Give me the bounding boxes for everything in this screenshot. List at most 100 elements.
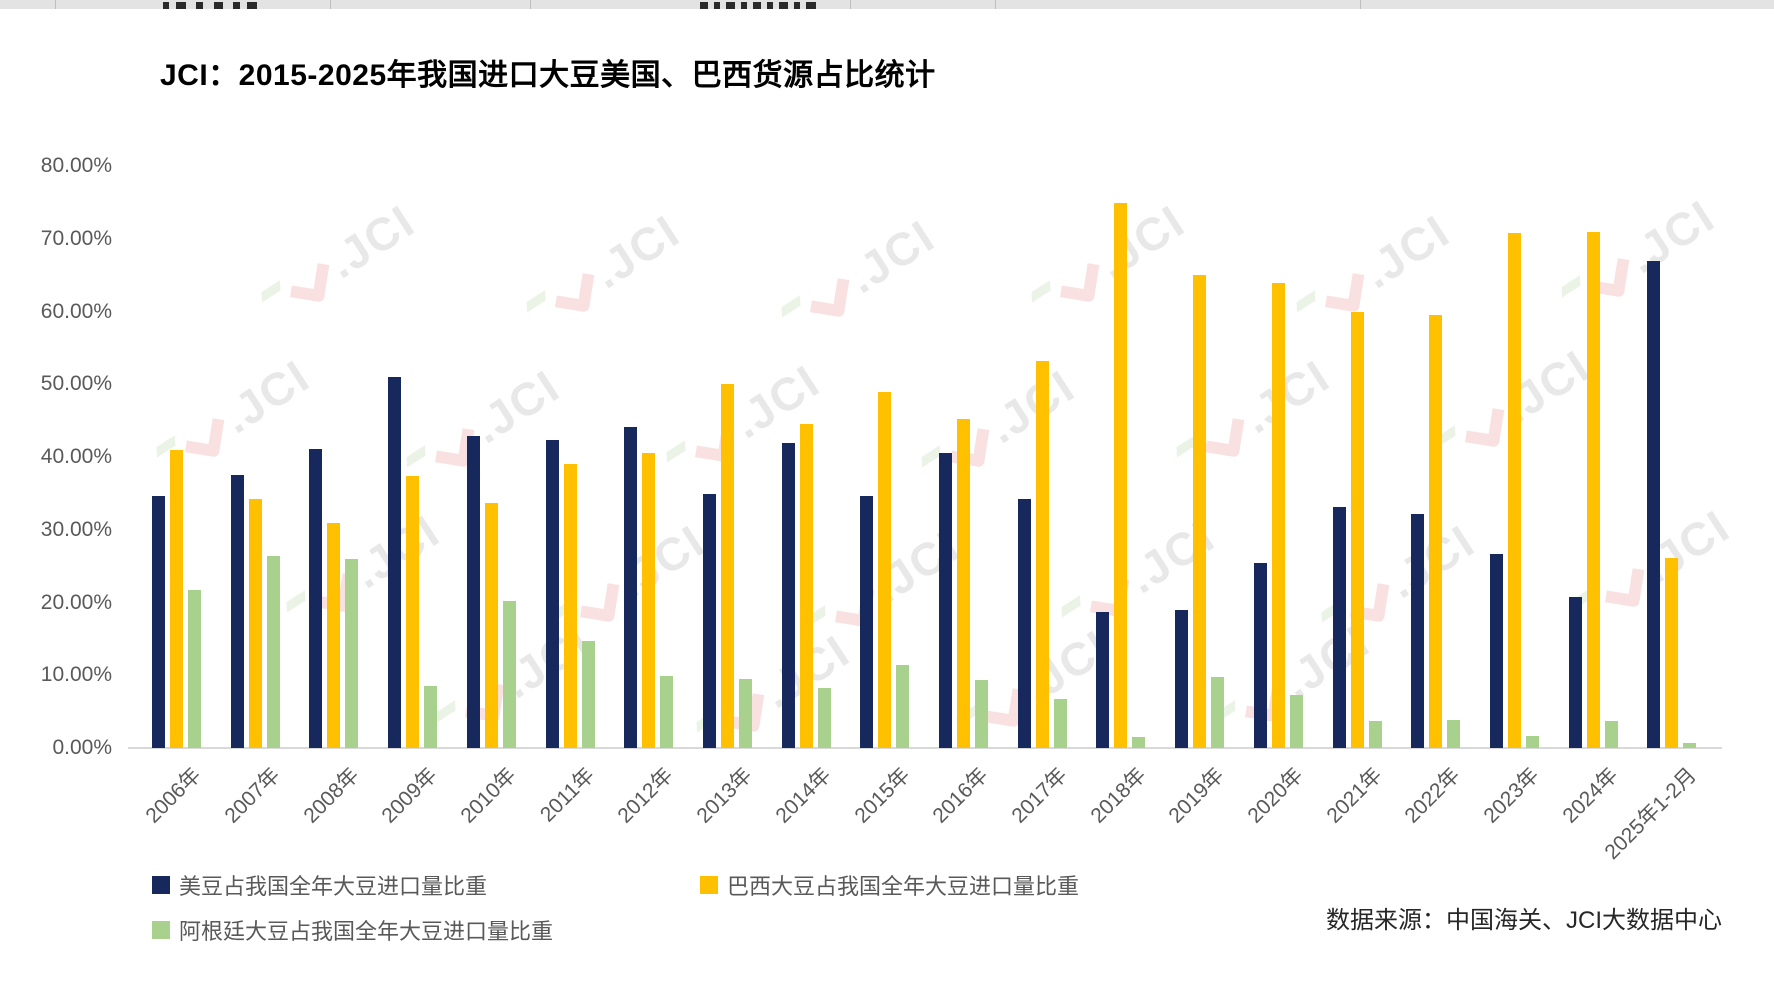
bar-series2-2023年: [1507, 233, 1521, 748]
bar-series3-2019年: [1211, 676, 1225, 748]
text-fragment: [176, 2, 186, 9]
bar-series1-2016年: [939, 452, 952, 748]
legend-item-argentina-soybean: 阿根廷大豆占我国全年大豆进口量比重: [152, 914, 553, 946]
bar-series3-2022年: [1447, 720, 1461, 748]
text-fragment: [794, 2, 800, 9]
bar-series3-2013年: [738, 678, 752, 748]
bar-series3-2010年: [502, 601, 516, 748]
bar-series1-2007年: [230, 475, 244, 748]
legend-label-us: 美豆占我国全年大豆进口量比重: [179, 874, 488, 899]
bar-series3-2007年: [266, 556, 280, 748]
text-fragment: [779, 2, 788, 9]
text-fragment: [806, 2, 816, 9]
bar-series2-2017年: [1035, 361, 1049, 748]
y-axis-tick-label: 80.00%: [40, 154, 112, 178]
bar-series2-2011年: [563, 463, 577, 748]
y-axis-tick-label: 50.00%: [40, 372, 112, 396]
text-fragment: [700, 2, 708, 9]
legend-label-brazil: 巴西大豆占我国全年大豆进口量比重: [727, 874, 1080, 899]
bar-series1-2013年: [702, 494, 716, 748]
bar-series3-2025年1-2月: [1683, 742, 1697, 748]
y-axis-tick-label: 70.00%: [40, 226, 112, 250]
legend-label-argentina: 阿根廷大豆占我国全年大豆进口量比重: [179, 919, 554, 944]
bar-series1-2012年: [624, 426, 638, 748]
text-fragment: [741, 2, 747, 9]
y-axis-tick-label: 30.00%: [40, 517, 112, 541]
bar-series2-2022年: [1429, 315, 1443, 748]
y-axis-tick-label: 10.00%: [40, 663, 112, 687]
bar-series2-2006年: [170, 449, 183, 748]
bar-series2-2015年: [878, 392, 892, 748]
bar-series2-2016年: [957, 418, 970, 748]
bar-series1-2018年: [1096, 612, 1110, 748]
bar-series1-2025年1-2月: [1647, 260, 1661, 748]
legend-swatch-argentina: [152, 921, 170, 939]
bar-series2-2013年: [720, 384, 734, 748]
bar-series1-2019年: [1175, 609, 1189, 748]
cell-border: [530, 0, 531, 9]
y-axis-tick-label: 40.00%: [40, 445, 112, 469]
bar-series3-2018年: [1132, 737, 1146, 748]
x-axis-tick-label: 2025年1-2月: [1600, 763, 1702, 864]
bar-series2-2012年: [642, 452, 656, 748]
x-axis-line: [128, 747, 1722, 749]
bar-series3-2011年: [581, 641, 595, 748]
text-fragment: [726, 2, 735, 9]
cell-border: [1360, 0, 1361, 9]
bar-series3-2016年: [975, 680, 988, 748]
y-axis-tick-label: 0.00%: [52, 736, 112, 759]
bar-series1-2008年: [309, 449, 323, 748]
bar-series2-2020年: [1271, 283, 1285, 748]
text-fragment: [163, 2, 169, 9]
text-fragment: [233, 2, 240, 9]
bar-series1-2024年: [1568, 596, 1582, 748]
bar-series2-2014年: [799, 423, 813, 748]
bar-series3-2009年: [424, 685, 438, 748]
text-fragment: [753, 2, 761, 9]
cell-border: [995, 0, 996, 9]
bar-series1-2010年: [466, 436, 480, 748]
text-fragment: [714, 2, 720, 9]
bar-series3-2021年: [1368, 721, 1382, 748]
legend-swatch-brazil: [700, 876, 718, 894]
bar-series1-2015年: [860, 496, 874, 748]
legend-item-us-soybean: 美豆占我国全年大豆进口量比重: [152, 869, 487, 901]
bar-series2-2025年1-2月: [1665, 557, 1679, 748]
bar-series1-2011年: [545, 440, 559, 748]
bar-series3-2006年: [188, 589, 201, 748]
bar-series1-2021年: [1332, 506, 1346, 748]
bar-series2-2007年: [248, 499, 262, 748]
bar-series2-2024年: [1586, 231, 1600, 748]
legend-item-brazil-soybean: 巴西大豆占我国全年大豆进口量比重: [700, 869, 1079, 901]
text-fragment: [767, 2, 773, 9]
bar-series3-2008年: [345, 558, 359, 748]
cell-border: [330, 0, 331, 9]
bar-series2-2010年: [484, 502, 498, 748]
cropped-spreadsheet-row: [0, 0, 1774, 10]
bar-series3-2017年: [1053, 698, 1067, 748]
bar-series1-2022年: [1411, 513, 1425, 748]
bar-series1-2017年: [1017, 499, 1031, 748]
bar-series2-2018年: [1114, 202, 1128, 748]
bar-series3-2023年: [1525, 735, 1539, 748]
text-fragment: [196, 2, 203, 9]
y-axis-tick-label: 60.00%: [40, 299, 112, 323]
data-source-note: 数据来源：中国海关、JCI大数据中心: [1326, 907, 1722, 934]
bar-series3-2015年: [896, 665, 910, 748]
bar-series3-2014年: [817, 687, 831, 748]
bar-series1-2009年: [388, 377, 402, 748]
bar-series2-2008年: [327, 523, 341, 748]
y-axis-tick-label: 20.00%: [40, 590, 112, 614]
text-fragment: [214, 2, 223, 9]
bar-series2-2021年: [1350, 311, 1364, 748]
bar-series1-2023年: [1489, 553, 1503, 748]
bar-series2-2019年: [1193, 275, 1207, 748]
bar-series1-2020年: [1253, 562, 1267, 748]
legend-swatch-us: [152, 876, 170, 894]
bar-series3-2024年: [1604, 721, 1618, 748]
bar-series1-2006年: [152, 495, 165, 748]
bar-series1-2014年: [781, 443, 795, 748]
cell-border: [55, 0, 56, 9]
bar-series3-2012年: [660, 676, 674, 748]
